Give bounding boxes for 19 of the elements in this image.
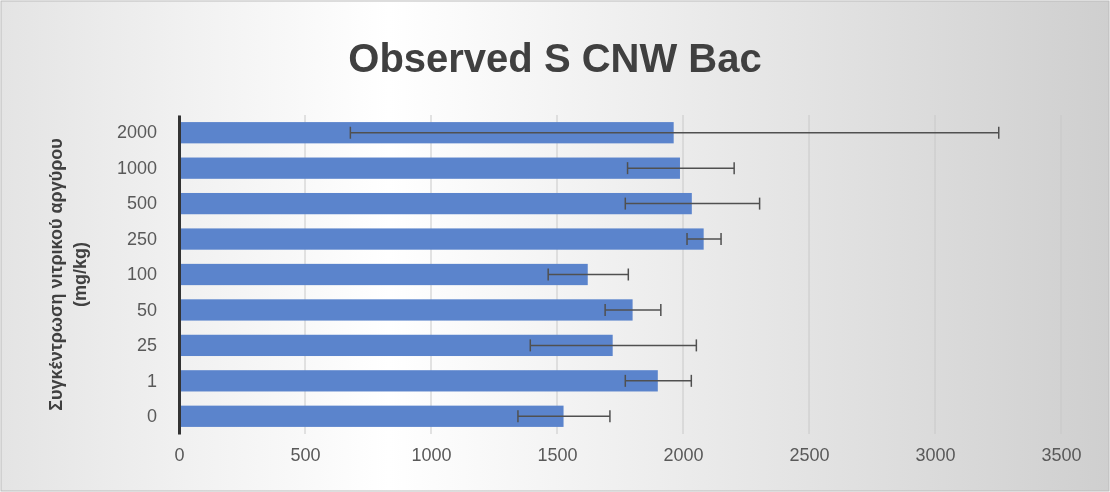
y-tick-label: 2000 bbox=[116, 122, 157, 143]
y-axis-title: Συγκέντρωση νιτρικού αργύρου (mg/kg) bbox=[46, 138, 90, 411]
chart-title: Observed S CNW Bac bbox=[348, 36, 762, 80]
x-tick-label: 2000 bbox=[663, 444, 704, 465]
y-tick-label: 50 bbox=[136, 299, 157, 320]
x-tick-label: 2500 bbox=[789, 444, 830, 465]
y-tick-label: 0 bbox=[146, 406, 157, 427]
x-tick-label: 3000 bbox=[915, 444, 956, 465]
x-tick-label: 0 bbox=[174, 444, 185, 465]
y-tick-label: 250 bbox=[126, 228, 157, 249]
x-tick-label: 1000 bbox=[411, 444, 452, 465]
y-tick-label: 1 bbox=[146, 370, 157, 391]
x-tick-label: 500 bbox=[290, 444, 321, 465]
x-tick-label: 3500 bbox=[1041, 444, 1082, 465]
y-tick-label: 100 bbox=[126, 264, 157, 285]
x-tick-label: 1500 bbox=[537, 444, 578, 465]
y-tick-label: 1000 bbox=[116, 157, 157, 178]
y-tick-label: 25 bbox=[136, 335, 157, 356]
y-tick-label: 500 bbox=[126, 193, 157, 214]
